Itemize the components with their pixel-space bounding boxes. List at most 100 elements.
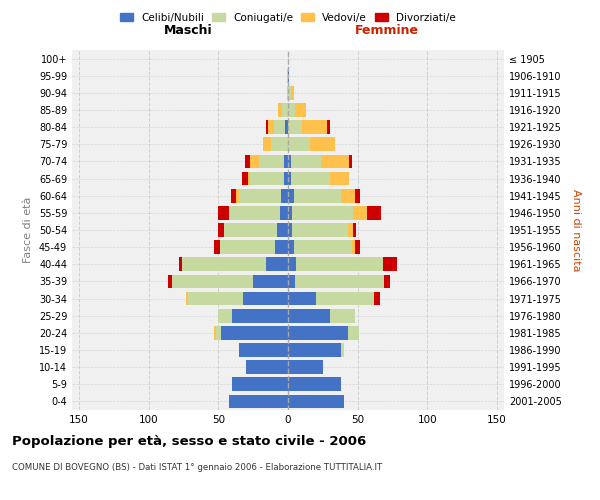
Bar: [288, 326, 348, 340]
Bar: [288, 274, 295, 288]
Bar: [352, 240, 355, 254]
Bar: [263, 138, 271, 151]
Bar: [288, 394, 344, 408]
Bar: [291, 172, 330, 185]
Bar: [295, 103, 306, 117]
Bar: [229, 206, 280, 220]
Bar: [367, 206, 382, 220]
Bar: [244, 292, 288, 306]
Bar: [283, 103, 288, 117]
Bar: [288, 172, 291, 185]
Bar: [231, 189, 236, 202]
Bar: [349, 154, 352, 168]
Bar: [188, 292, 244, 306]
Bar: [322, 154, 349, 168]
Bar: [229, 394, 288, 408]
Bar: [355, 240, 361, 254]
Y-axis label: Fasce di età: Fasce di età: [23, 197, 33, 263]
Bar: [384, 274, 390, 288]
Bar: [236, 189, 239, 202]
Y-axis label: Anni di nascita: Anni di nascita: [571, 188, 581, 271]
Bar: [288, 69, 289, 82]
Bar: [288, 154, 291, 168]
Bar: [295, 274, 384, 288]
Text: Popolazione per età, sesso e stato civile - 2006: Popolazione per età, sesso e stato civil…: [12, 435, 366, 448]
Bar: [284, 172, 288, 185]
Bar: [266, 258, 288, 271]
Bar: [288, 343, 341, 357]
Bar: [278, 103, 283, 117]
Bar: [186, 292, 188, 306]
Bar: [288, 378, 341, 391]
Bar: [353, 206, 367, 220]
Bar: [266, 120, 268, 134]
Bar: [275, 240, 288, 254]
Bar: [232, 309, 288, 322]
Bar: [281, 189, 288, 202]
Bar: [288, 189, 293, 202]
Bar: [291, 154, 322, 168]
Bar: [288, 240, 293, 254]
Bar: [293, 189, 341, 202]
Bar: [274, 120, 285, 134]
Bar: [284, 154, 288, 168]
Bar: [296, 258, 383, 271]
Bar: [348, 223, 353, 237]
Bar: [268, 120, 274, 134]
Bar: [288, 120, 302, 134]
Bar: [271, 138, 288, 151]
Bar: [280, 206, 288, 220]
Bar: [288, 258, 296, 271]
Bar: [179, 258, 182, 271]
Bar: [374, 292, 380, 306]
Bar: [259, 154, 284, 168]
Bar: [287, 69, 288, 82]
Bar: [288, 360, 323, 374]
Bar: [355, 189, 361, 202]
Bar: [248, 172, 250, 185]
Bar: [221, 326, 288, 340]
Bar: [383, 258, 397, 271]
Bar: [341, 343, 344, 357]
Bar: [239, 189, 281, 202]
Bar: [330, 309, 355, 322]
Bar: [232, 378, 288, 391]
Bar: [250, 172, 284, 185]
Bar: [292, 206, 353, 220]
Bar: [218, 309, 232, 322]
Bar: [293, 240, 352, 254]
Bar: [218, 223, 224, 237]
Bar: [288, 309, 330, 322]
Bar: [292, 223, 348, 237]
Bar: [168, 274, 172, 288]
Bar: [224, 223, 277, 237]
Bar: [353, 223, 356, 237]
Bar: [246, 360, 288, 374]
Bar: [214, 240, 220, 254]
Bar: [220, 240, 275, 254]
Bar: [288, 138, 310, 151]
Bar: [288, 292, 316, 306]
Bar: [288, 206, 292, 220]
Bar: [291, 86, 293, 100]
Bar: [250, 154, 259, 168]
Bar: [285, 120, 288, 134]
Bar: [277, 223, 288, 237]
Bar: [218, 206, 229, 220]
Text: COMUNE DI BOVEGNO (BS) - Dati ISTAT 1° gennaio 2006 - Elaborazione TUTTITALIA.IT: COMUNE DI BOVEGNO (BS) - Dati ISTAT 1° g…: [12, 462, 382, 471]
Bar: [239, 343, 288, 357]
Text: Femmine: Femmine: [355, 24, 419, 38]
Bar: [253, 274, 288, 288]
Bar: [242, 172, 248, 185]
Legend: Celibi/Nubili, Coniugati/e, Vedovi/e, Divorziati/e: Celibi/Nubili, Coniugati/e, Vedovi/e, Di…: [116, 8, 460, 26]
Bar: [182, 258, 266, 271]
Bar: [245, 154, 250, 168]
Bar: [215, 326, 221, 340]
Bar: [316, 292, 374, 306]
Bar: [287, 86, 288, 100]
Bar: [348, 326, 359, 340]
Bar: [330, 172, 349, 185]
Bar: [288, 103, 295, 117]
Bar: [288, 86, 291, 100]
Bar: [288, 223, 292, 237]
